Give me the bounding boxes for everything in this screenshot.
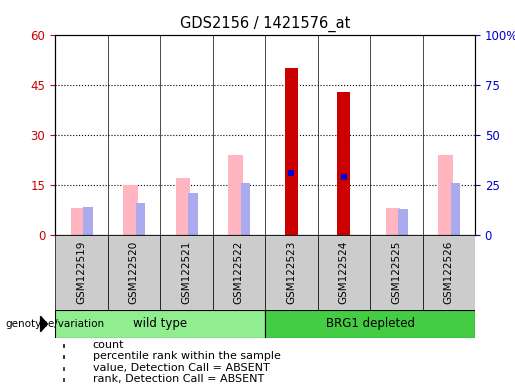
Bar — [176, 178, 191, 235]
Bar — [83, 207, 93, 235]
Bar — [422, 235, 475, 310]
Bar — [55, 235, 108, 310]
Bar — [55, 310, 265, 338]
Text: count: count — [93, 340, 124, 350]
Bar — [386, 209, 401, 235]
Bar — [265, 310, 475, 338]
Text: BRG1 depleted: BRG1 depleted — [325, 318, 415, 331]
Bar — [285, 68, 298, 235]
Text: wild type: wild type — [133, 318, 187, 331]
Text: GSM122522: GSM122522 — [234, 241, 244, 305]
Text: GSM122523: GSM122523 — [286, 241, 296, 305]
Bar — [370, 235, 422, 310]
Text: GSM122521: GSM122521 — [181, 241, 191, 305]
Text: GSM122526: GSM122526 — [444, 241, 454, 305]
Text: GSM122519: GSM122519 — [76, 241, 86, 305]
Text: GSM122520: GSM122520 — [129, 241, 139, 304]
Bar — [241, 183, 250, 235]
Text: GSM122524: GSM122524 — [339, 241, 349, 305]
Bar — [318, 235, 370, 310]
Bar — [265, 235, 318, 310]
Bar — [63, 344, 64, 346]
Bar — [63, 367, 64, 369]
Text: value, Detection Call = ABSENT: value, Detection Call = ABSENT — [93, 362, 269, 372]
Bar — [71, 209, 85, 235]
Bar — [451, 183, 460, 235]
Text: rank, Detection Call = ABSENT: rank, Detection Call = ABSENT — [93, 374, 264, 384]
Bar — [63, 378, 64, 381]
Bar — [160, 235, 213, 310]
Text: genotype/variation: genotype/variation — [5, 319, 104, 329]
Bar — [63, 355, 64, 358]
Bar — [136, 203, 145, 235]
Bar — [438, 155, 453, 235]
Text: GSM122525: GSM122525 — [391, 241, 401, 305]
Bar — [188, 193, 198, 235]
Bar — [228, 155, 243, 235]
Bar — [123, 185, 138, 235]
Text: percentile rank within the sample: percentile rank within the sample — [93, 351, 281, 361]
Bar — [213, 235, 265, 310]
Bar — [398, 209, 408, 235]
Bar — [108, 235, 160, 310]
Title: GDS2156 / 1421576_at: GDS2156 / 1421576_at — [180, 16, 350, 32]
Bar — [337, 92, 350, 235]
